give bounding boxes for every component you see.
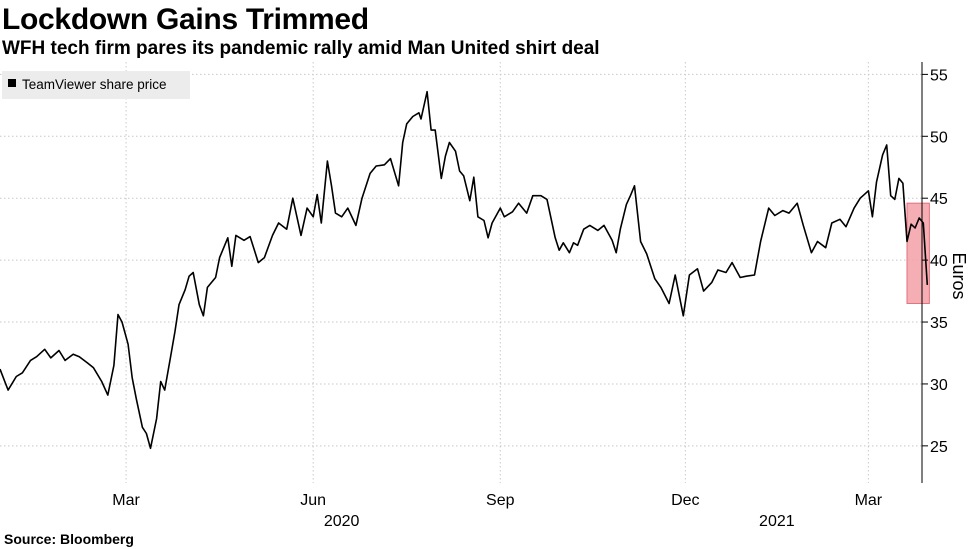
- x-tick-label: Jun: [300, 492, 326, 509]
- y-axis: 25 30 35 40 45 50 55: [921, 62, 948, 483]
- y-tick-label: 55: [930, 67, 948, 84]
- gridlines: [0, 62, 922, 483]
- x-year-label: 2021: [759, 513, 795, 530]
- y-tick-label: 50: [930, 129, 948, 146]
- legend-swatch: [8, 79, 16, 87]
- y-axis-label: Euros: [949, 252, 969, 299]
- x-tick-label: Sep: [486, 492, 515, 509]
- x-tick-label: Mar: [855, 492, 883, 509]
- x-tick-label: Mar: [112, 492, 140, 509]
- x-tick-label: Dec: [671, 492, 699, 509]
- chart-subtitle: WFH tech firm pares its pandemic rally a…: [2, 38, 600, 59]
- y-tick-label: 40: [930, 253, 948, 270]
- x-year-label: 2020: [324, 513, 360, 530]
- y-tick-label: 25: [930, 439, 948, 456]
- source-note: Source: Bloomberg: [4, 531, 134, 547]
- series-lines: [0, 90, 929, 450]
- series-line: [0, 90, 929, 450]
- legend: TeamViewer share price: [2, 71, 190, 99]
- y-tick-label: 35: [930, 315, 948, 332]
- y-tick-label: 45: [930, 191, 948, 208]
- x-axis: Mar Jun Sep Dec Mar 2020 2021: [112, 492, 883, 530]
- legend-label: TeamViewer share price: [22, 77, 167, 92]
- y-tick-label: 30: [930, 377, 948, 394]
- chart-title: Lockdown Gains Trimmed: [2, 3, 369, 36]
- legend-background: [2, 71, 190, 99]
